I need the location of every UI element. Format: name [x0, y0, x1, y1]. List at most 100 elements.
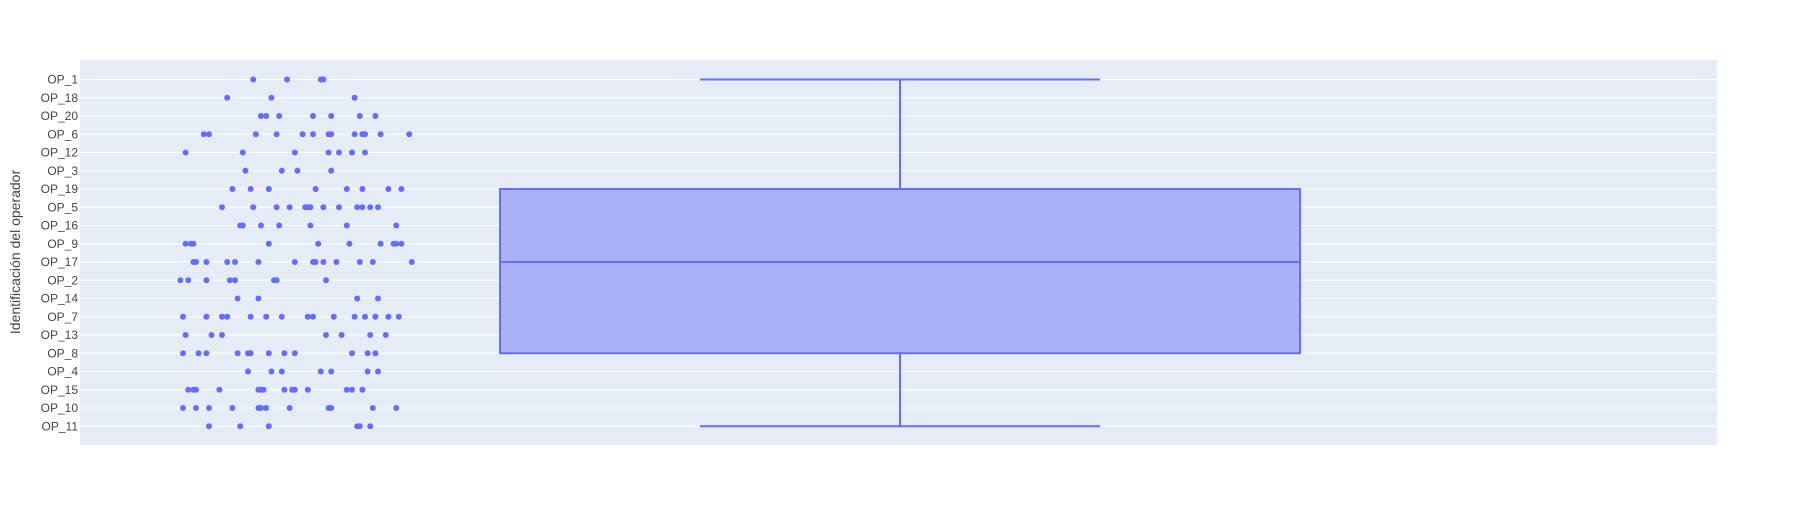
data-point [265, 350, 272, 357]
data-point [206, 131, 212, 138]
data-point [328, 368, 335, 375]
data-point [286, 204, 293, 211]
y-tick-label: OP_16 [41, 219, 79, 233]
data-point [229, 405, 236, 411]
data-point [250, 76, 257, 83]
data-point [338, 332, 345, 338]
data-point [260, 386, 267, 393]
data-point [219, 313, 225, 320]
y-tick-label: OP_11 [42, 419, 79, 433]
data-point [216, 386, 223, 393]
data-point [281, 386, 288, 393]
data-point [263, 113, 270, 119]
y-tick-label: OP_7 [47, 310, 78, 324]
data-point [346, 240, 353, 247]
data-point [312, 259, 319, 265]
data-point [193, 259, 199, 265]
data-point [247, 350, 254, 357]
data-point [294, 167, 301, 174]
data-point [393, 405, 400, 411]
data-point [364, 350, 371, 357]
data-point [291, 350, 298, 357]
data-point [304, 386, 311, 393]
data-point [263, 313, 270, 320]
data-point [200, 131, 207, 138]
y-tick-label: OP_1 [47, 73, 78, 87]
data-point [242, 167, 249, 174]
data-point [234, 295, 241, 302]
data-point [182, 149, 189, 156]
data-point [273, 277, 280, 284]
data-point [206, 423, 212, 430]
y-tick-label: OP_8 [47, 346, 78, 360]
data-point [310, 313, 316, 320]
data-point [351, 131, 358, 138]
y-tick-label: OP_15 [41, 383, 79, 397]
data-point [224, 94, 231, 101]
data-point [377, 240, 384, 247]
data-point [234, 350, 241, 357]
data-point [367, 423, 374, 430]
data-point [372, 350, 379, 357]
data-point [265, 186, 272, 192]
data-point [193, 405, 199, 411]
data-point [180, 350, 186, 357]
data-point [247, 313, 254, 320]
data-point [258, 113, 264, 119]
data-point [320, 204, 327, 211]
data-point [185, 386, 192, 393]
data-point [263, 405, 270, 411]
y-tick-label: OP_19 [41, 182, 79, 196]
data-point [359, 186, 366, 192]
data-point [276, 222, 283, 229]
data-point [372, 113, 379, 119]
data-point [375, 295, 381, 302]
data-point [315, 240, 322, 247]
data-point [323, 277, 329, 284]
y-axis-title: Identificación del operador [7, 170, 23, 335]
point-markers [177, 76, 415, 430]
data-point [372, 313, 379, 320]
data-point [208, 332, 215, 338]
y-axis-ticks: OP_1 OP_18 OP_20 OP_6 OP_12 OP_3 OP_19 OP_5 OP_1… [41, 73, 79, 434]
data-point [307, 204, 314, 211]
y-tick-label: OP_14 [41, 292, 79, 306]
data-point [193, 386, 199, 393]
data-point [343, 222, 350, 229]
data-point [328, 113, 335, 119]
data-point [258, 405, 264, 411]
data-point [395, 313, 402, 320]
data-point [185, 277, 192, 284]
data-point [362, 149, 368, 156]
data-point [247, 186, 254, 192]
y-tick-label: OP_9 [47, 237, 78, 251]
data-point [291, 386, 298, 393]
y-tick-label: OP_5 [47, 200, 78, 214]
data-point [369, 259, 376, 265]
data-point [284, 76, 290, 83]
data-point [333, 259, 340, 265]
data-point [229, 186, 236, 192]
y-tick-label: OP_17 [41, 255, 79, 269]
data-point [362, 131, 368, 138]
data-point [408, 259, 415, 265]
data-point [226, 277, 233, 284]
data-point [323, 332, 329, 338]
data-point [239, 149, 246, 156]
data-point [265, 423, 272, 430]
y-tick-label: OP_20 [41, 109, 79, 123]
data-point [250, 204, 257, 211]
data-point [219, 332, 225, 338]
data-point [203, 313, 210, 320]
data-point [258, 222, 264, 229]
data-point [375, 204, 381, 211]
data-point [304, 313, 311, 320]
data-point [377, 131, 384, 138]
data-point [356, 113, 363, 119]
data-point [354, 204, 361, 211]
data-point [328, 405, 335, 411]
data-point [349, 386, 355, 393]
data-point [182, 332, 189, 338]
data-point [232, 277, 238, 284]
